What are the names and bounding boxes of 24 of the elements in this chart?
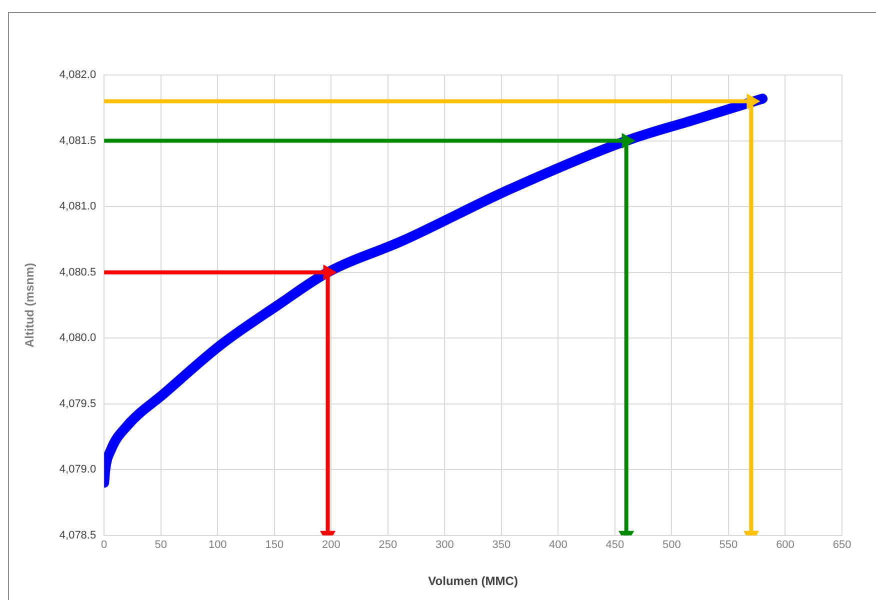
- x-tick-label: 150: [265, 539, 284, 552]
- y-tick-label: 4,079.5: [59, 398, 96, 410]
- x-tick-label: 450: [606, 539, 624, 552]
- x-tick-label: 550: [719, 539, 738, 552]
- x-tick-label: 200: [322, 539, 340, 552]
- x-tick-label: 400: [549, 539, 568, 552]
- y-tick-label: 4,081.5: [59, 134, 96, 147]
- x-axis-title: Volumen (MMC): [428, 574, 518, 588]
- x-tick-label: 100: [208, 539, 227, 552]
- y-tick-label: 4,082.0: [59, 69, 96, 82]
- x-tick-label: 500: [662, 539, 681, 552]
- x-tick-label: 350: [492, 539, 511, 552]
- x-tick-label: 0: [101, 539, 108, 552]
- y-tick-label: 4,080.0: [59, 332, 96, 344]
- x-tick-label: 50: [154, 539, 167, 552]
- x-tick-label: 650: [832, 539, 852, 552]
- y-tick-label: 4,080.5: [59, 266, 96, 278]
- y-tick-label: 4,079.0: [59, 464, 96, 476]
- x-tick-label: 600: [776, 539, 794, 552]
- x-tick-label: 300: [435, 539, 454, 552]
- x-tick-label: 250: [378, 539, 398, 552]
- y-axis-title: Altitud (msnm): [22, 262, 37, 348]
- y-tick-label: 4,078.5: [59, 529, 96, 542]
- y-tick-label: 4,081.0: [59, 200, 96, 213]
